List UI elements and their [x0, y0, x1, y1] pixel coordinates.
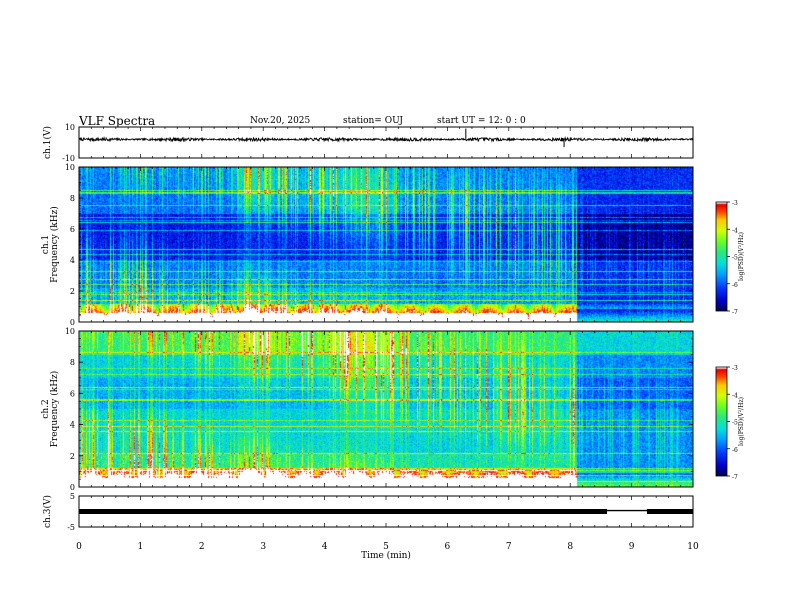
x-tick-label: 10	[687, 542, 699, 552]
x-tick-label: 1	[138, 542, 144, 552]
y-tick-label: 8	[70, 194, 75, 203]
colorbar-tick-label: -7	[732, 474, 738, 481]
colorbar-1	[716, 367, 727, 476]
y-tick-label: 8	[70, 358, 75, 367]
x-tick-label: 2	[199, 542, 205, 552]
x-tick-label: 3	[260, 542, 266, 552]
ch1-spectrogram-ylabel: ch.1	[41, 235, 51, 254]
ch3-waveform-line-end	[646, 509, 693, 514]
ch1-waveform-ylabel: ch.1(V)	[42, 126, 53, 159]
y-tick-label: -10	[62, 154, 75, 163]
y-tick-label: 5	[70, 492, 75, 501]
ch3-waveform-line	[79, 509, 608, 514]
y-tick-label: 2	[70, 452, 75, 461]
start-time-label: start UT = 12: 0 : 0	[437, 116, 526, 126]
y-tick-label: 6	[70, 225, 75, 234]
colorbar-tick-label: -4	[732, 392, 738, 399]
ch1-spectrogram-image	[79, 167, 693, 322]
x-axis-label: Time (min)	[361, 550, 411, 561]
station-label: station= OUJ	[343, 116, 404, 126]
y-tick-label: 4	[70, 421, 75, 430]
x-tick-label: 8	[567, 542, 573, 552]
y-tick-label: 2	[70, 287, 75, 296]
y-tick-label: 0	[70, 483, 75, 492]
ch1-spectrogram-ylabel: Frequency (kHz)	[49, 206, 60, 283]
ch2-spectrogram-ylabel: ch.2	[41, 399, 51, 418]
y-tick-label: -5	[67, 523, 75, 532]
ch1-waveform-frame	[78, 126, 694, 159]
colorbar-tick-label: -4	[732, 227, 738, 234]
x-tick-label: 4	[322, 542, 328, 552]
colorbar-tick-label: -5	[732, 255, 738, 262]
ch2-spectrogram-image	[79, 331, 693, 487]
x-tick-label: 6	[445, 542, 451, 552]
colorbar-tick-label: -7	[732, 309, 738, 316]
x-tick-label: 5	[383, 542, 389, 552]
x-tick-label: 9	[629, 542, 635, 552]
colorbar-tick-label: -3	[732, 365, 738, 372]
y-tick-label: 0	[70, 318, 75, 327]
y-tick-label: 10	[65, 123, 75, 132]
axis-labels: -3 -4 -5 -6 -7 log(PSD)(V²/Hz) -3 -4 -5 -6 -7 log(P…	[41, 123, 745, 561]
colorbar-0	[716, 202, 727, 311]
ch2-spectrogram-ylabel: Frequency (kHz)	[49, 371, 60, 448]
y-tick-label: 6	[70, 389, 75, 398]
date-label: Nov.20, 2025	[250, 116, 311, 126]
spectrogram-images	[79, 167, 727, 487]
ch3-waveform-ylabel: ch.3(V)	[42, 495, 53, 528]
colorbar-tick-label: -6	[732, 282, 738, 289]
ch1-waveform-line	[78, 136, 694, 143]
colorbar-label: log(PSD)(V²/Hz)	[738, 397, 745, 446]
colorbar-tick-label: -5	[732, 420, 738, 427]
y-tick-label: 10	[65, 327, 75, 336]
chart-title: VLF Spectra	[79, 114, 156, 128]
colorbar-label: log(PSD)(V²/Hz)	[738, 232, 745, 281]
colorbar-tick-label: -3	[732, 200, 738, 207]
colorbar-tick-label: -6	[732, 447, 738, 454]
x-tick-label: 7	[506, 542, 512, 552]
axes	[78, 126, 730, 528]
y-tick-label: 10	[65, 163, 75, 172]
y-tick-label: 4	[70, 256, 75, 265]
x-tick-label: 0	[76, 542, 82, 552]
waveform-lines	[78, 128, 694, 514]
